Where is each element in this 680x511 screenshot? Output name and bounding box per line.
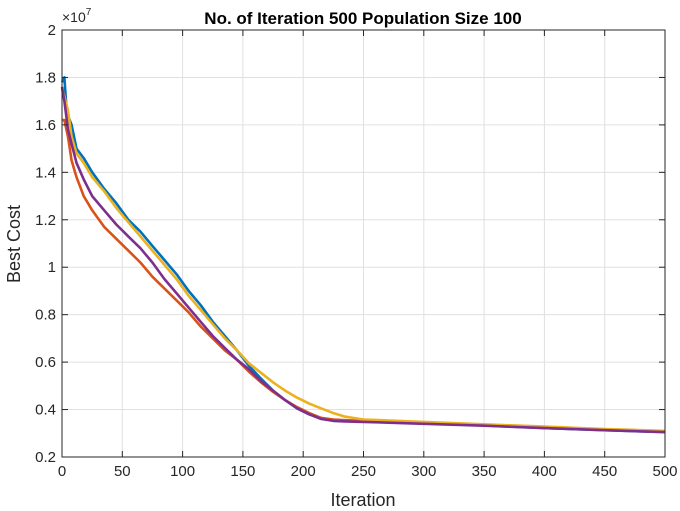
y-axis-label: Best Cost (4, 205, 24, 283)
y-axis-exponent-power: 7 (86, 7, 92, 18)
y-tick-label: 0.8 (35, 307, 56, 324)
y-tick-label: 0.4 (35, 402, 56, 419)
y-tick-label: 1.2 (35, 212, 56, 229)
x-tick-label: 400 (532, 463, 557, 480)
x-tick-label: 500 (652, 463, 677, 480)
x-tick-label: 300 (411, 463, 436, 480)
series-line-3 (60, 88, 666, 433)
y-tick-label: 1.8 (35, 69, 56, 86)
y-tick-label: 0.6 (35, 354, 56, 371)
y-tick-label: 1.4 (35, 164, 56, 181)
series-layer (60, 76, 666, 434)
x-tick-label: 450 (592, 463, 617, 480)
y-tick-label: 2 (48, 22, 56, 39)
series-line-4 (60, 86, 666, 434)
x-tick-label: 200 (291, 463, 316, 480)
y-axis-exponent: ×107 (62, 7, 92, 25)
axis-ticks: 0 50 100 150 200 250 300 350 400 450 500 0.2 0.4 0.6 0… (35, 22, 677, 480)
x-axis-label: Iteration (330, 490, 395, 510)
x-tick-label: 250 (351, 463, 376, 480)
x-tick-label: 100 (170, 463, 195, 480)
x-tick-label: 150 (230, 463, 255, 480)
chart-title: No. of Iteration 500 Population Size 100 (204, 9, 521, 28)
grid (61, 29, 666, 458)
y-tick-label: 1 (48, 259, 56, 276)
y-tick-label: 1.6 (35, 117, 56, 134)
x-tick-label: 0 (58, 463, 66, 480)
x-tick-label: 50 (114, 463, 131, 480)
y-axis-exponent-base: ×10 (62, 9, 86, 25)
y-tick-label: 0.2 (35, 449, 56, 466)
x-tick-label: 350 (472, 463, 497, 480)
